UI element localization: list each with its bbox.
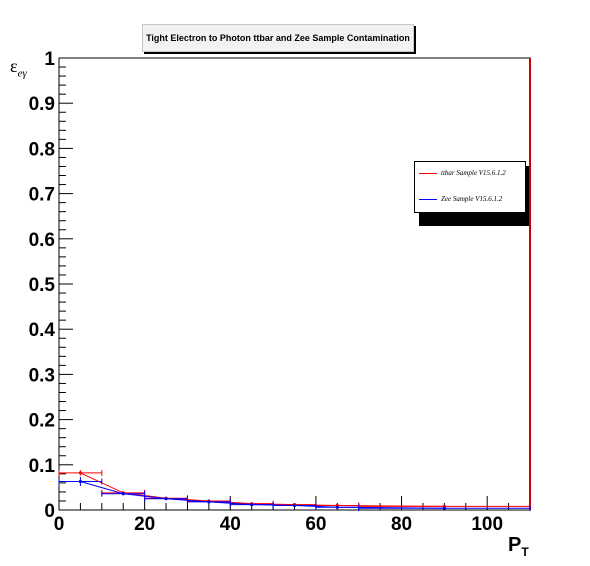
- y-axis-label-main: ε: [10, 56, 18, 76]
- data-point-zee: [121, 492, 125, 496]
- x-tick-label: 100: [471, 514, 503, 535]
- x-tick-label: 0: [54, 514, 65, 535]
- legend-entry-ttbar: ttbar Sample V15.6.1.2: [419, 166, 506, 180]
- data-point-zee: [335, 505, 339, 509]
- data-point-zee: [78, 479, 83, 484]
- y-tick-label: 0: [44, 501, 55, 522]
- y-axis-label-sub: eγ: [17, 67, 27, 80]
- data-point-zee: [164, 497, 168, 501]
- y-tick-label: 0.3: [29, 365, 55, 386]
- data-point-zee: [442, 506, 446, 510]
- legend-label-ttbar: ttbar Sample V15.6.1.2: [441, 169, 506, 177]
- y-tick-label: 0.6: [29, 230, 55, 251]
- y-tick-label: 0.9: [29, 94, 55, 115]
- data-point-zee: [292, 503, 297, 508]
- legend: ttbar Sample V15.6.1.2 Zee Sample V15.6.…: [414, 161, 526, 213]
- chart-title: Tight Electron to Photon ttbar and Zee S…: [142, 24, 414, 52]
- x-axis-label-main: P: [508, 534, 522, 556]
- x-axis-label: PT: [508, 534, 529, 559]
- legend-label-zee: Zee Sample V15.6.1.2: [441, 195, 503, 203]
- y-tick-label: 0.4: [29, 320, 56, 341]
- legend-swatch-zee: [419, 198, 437, 200]
- series-line-ttbar: [80, 472, 445, 507]
- data-point-ttbar: [78, 471, 83, 475]
- plot-frame: [58, 57, 531, 511]
- data-point-zee: [207, 500, 211, 504]
- y-tick-label: 0.7: [29, 185, 55, 206]
- data-point-zee: [250, 502, 254, 507]
- x-tick-label: 20: [134, 514, 155, 535]
- x-tick-label: 80: [391, 514, 412, 535]
- y-tick-label: 0.8: [29, 139, 55, 160]
- y-tick-label: 0.2: [29, 411, 55, 432]
- x-tick-label: 40: [220, 514, 241, 535]
- y-axis-label: εeγ: [10, 56, 27, 80]
- y-tick-label: 0.1: [29, 456, 56, 477]
- legend-entry-zee: Zee Sample V15.6.1.2: [419, 192, 502, 206]
- x-axis-label-sub: T: [521, 545, 529, 559]
- y-tick-label: 0.5: [29, 275, 56, 296]
- legend-swatch-ttbar: [419, 172, 437, 174]
- y-tick-label: 1: [44, 49, 55, 70]
- x-tick-label: 60: [305, 514, 326, 535]
